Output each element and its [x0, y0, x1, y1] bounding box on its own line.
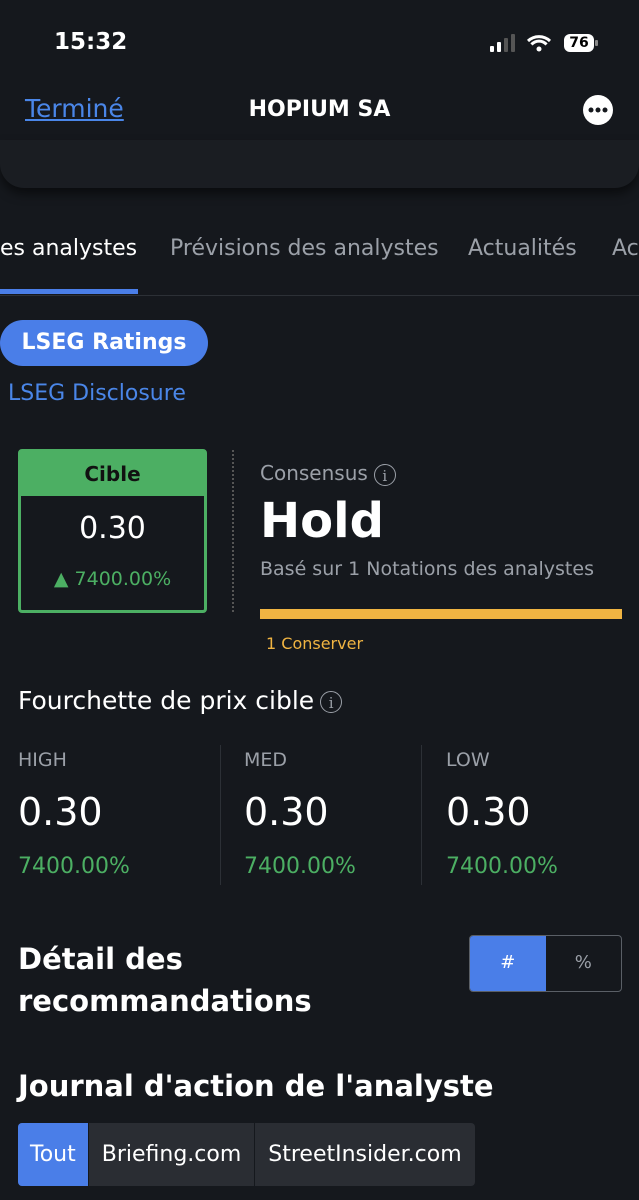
range-value: 0.30 [18, 790, 103, 834]
tab[interactable]: es analystes [0, 236, 138, 261]
divider [0, 295, 639, 296]
range-value: 0.30 [446, 790, 531, 834]
battery-level: 76 [569, 35, 589, 51]
toggle-option[interactable]: % [574, 952, 592, 973]
status-icons [490, 34, 598, 52]
filter[interactable]: StreetInsider.com [254, 1123, 474, 1186]
consensus-label-row: Consensus i [260, 463, 396, 486]
tab-indicator [0, 289, 138, 294]
filter-bar: Tout Briefing.com StreetInsider.com [18, 1123, 475, 1186]
tab[interactable]: Actualités [468, 236, 577, 261]
tab[interactable]: Ac [612, 236, 639, 261]
range-label: LOW [446, 749, 490, 771]
range-change: 7400.00% [446, 854, 558, 879]
section-title: Journal d'action de l'analyste [18, 1069, 494, 1103]
target-label: Cible [21, 452, 204, 496]
consensus-rating: Hold [260, 493, 384, 549]
done-link[interactable]: Terminé [25, 94, 124, 123]
status-time: 15:32 [54, 29, 128, 55]
section-title-row: Fourchette de prix cible i [18, 686, 343, 715]
consensus-basis: Basé sur 1 Notations des analystes [260, 558, 594, 580]
disclosure-link[interactable]: LSEG Disclosure [8, 381, 186, 406]
target-change-row: ▲ 7400.00% [53, 568, 172, 590]
filter[interactable]: Tout [18, 1123, 88, 1186]
consensus-label: Consensus [260, 461, 368, 485]
toggle-option[interactable]: # [470, 936, 546, 991]
filter[interactable]: Briefing.com [87, 1123, 255, 1186]
divider [421, 745, 422, 885]
section-title: Détail des recommandations [18, 942, 312, 1018]
range-label: MED [244, 749, 288, 771]
consensus-breakdown: 1 Conserver [266, 634, 364, 653]
target-change: 7400.00% [74, 568, 172, 590]
more-button[interactable] [582, 94, 614, 126]
target-value: 0.30 [79, 511, 146, 546]
separator [232, 450, 234, 612]
target-box: Cible [18, 449, 207, 613]
header-panel [0, 140, 639, 188]
tab[interactable]: Prévisions des analystes [170, 236, 439, 261]
nav-title: HOPIUM SA [248, 97, 391, 122]
section-title: Fourchette de prix cible [18, 686, 315, 715]
range-change: 7400.00% [244, 854, 356, 879]
toggle: # % [469, 935, 622, 992]
range-value: 0.30 [244, 790, 329, 834]
ratings-button[interactable]: LSEG Ratings [0, 320, 208, 366]
range-label: HIGH [18, 749, 67, 771]
consensus-bar [260, 609, 622, 619]
divider [220, 745, 221, 885]
range-change: 7400.00% [18, 854, 130, 879]
